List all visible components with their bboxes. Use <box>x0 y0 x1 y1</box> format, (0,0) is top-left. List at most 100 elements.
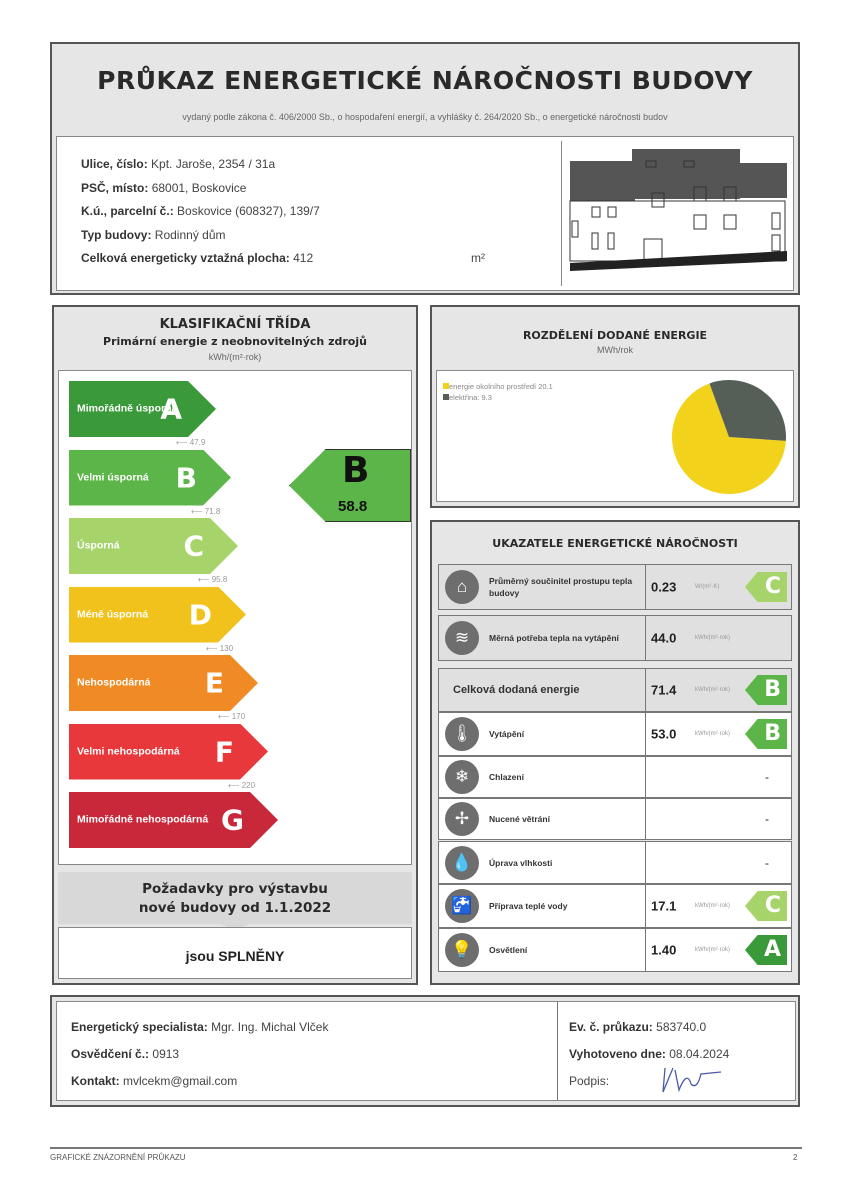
faucet-icon: 🚰 <box>445 889 479 923</box>
humidity-icon: 💧 <box>445 845 479 880</box>
page-footer-text: GRAFICKÉ ZNÁZORNĚNÍ PRŮKAZU <box>50 1153 186 1162</box>
classification-title: KLASIFIKAČNÍ TŘÍDA <box>159 317 311 332</box>
class-label: Úsporná <box>77 539 120 552</box>
indicator-label: Vytápění <box>489 729 525 739</box>
class-threshold: ⟵ 220 <box>228 780 256 790</box>
cooling-icon: ❄ <box>445 760 479 794</box>
indicator-label: Průměrný součinitel prostupu tepla budov… <box>489 576 633 598</box>
indicator-unit: kWh/(m²·rok) <box>695 731 730 737</box>
class-badge: B <box>745 719 787 749</box>
class-label: Mimořádně úsporná <box>77 402 178 415</box>
legal-subtitle: vydaný podle zákona č. 406/2000 Sb., o h… <box>182 112 668 122</box>
indicator-value: 17.1 <box>651 898 677 914</box>
class-arrow-c: Úsporná C <box>69 518 238 574</box>
class-arrow-e: Nehospodárná E <box>69 655 258 711</box>
indicator-unit: W/(m²·K) <box>695 584 720 590</box>
specialist-section: Energetický specialista: Mgr. Ing. Micha… <box>50 995 800 1107</box>
fan-icon: ✢ <box>445 802 479 836</box>
indicator-label: Měrná potřeba tepla na vytápění <box>489 633 619 643</box>
class-badge: C <box>745 891 787 921</box>
class-threshold: ⟵ 95.8 <box>198 575 228 584</box>
indicator-label: Příprava teplé vody <box>489 901 568 911</box>
class-letter: F <box>214 735 234 768</box>
indicator-row: ≋ Měrná potřeba tepla na vytápění 44.0 kWh/… <box>438 615 792 661</box>
indicator-value: 53.0 <box>651 726 677 742</box>
class-letter: G <box>221 803 244 837</box>
indicator-row: ❄ Chlazení - <box>438 756 792 798</box>
indicator-value: - <box>765 770 769 784</box>
class-label: Velmi nehospodárná <box>77 745 180 757</box>
heat-demand-icon: ≋ <box>445 621 479 655</box>
distribution-unit: MWh/rok <box>597 345 633 355</box>
class-arrow-d: Méně úsporná D <box>69 587 246 643</box>
requirement-result: jsou SPLNĚNY <box>58 927 412 979</box>
class-threshold: ⟵ 47.9 <box>176 438 206 447</box>
page-title: PRŮKAZ ENERGETICKÉ NÁROČNOSTI BUDOVY <box>97 66 753 95</box>
indicators-title: UKAZATELE ENERGETICKÉ NÁROČNOSTI <box>492 537 738 550</box>
heating-icon: 🌡 <box>445 717 479 751</box>
class-arrow-f: Velmi nehospodárná F <box>69 724 268 780</box>
class-label: Velmi úsporná <box>77 471 149 483</box>
indicator-row: 💧 Úprava vlhkosti - <box>438 841 792 884</box>
class-arrow-a: Mimořádně úsporná A <box>69 381 216 437</box>
classification-unit: kWh/(m²·rok) <box>208 352 262 362</box>
signature <box>662 1067 722 1093</box>
class-threshold: ⟵ 170 <box>218 712 246 721</box>
indicator-row: 🚰 Příprava teplé vody 17.1 kWh/(m²·rok) C <box>438 884 792 928</box>
indicator-unit: kWh/(m²·rok) <box>695 903 730 909</box>
distribution-chart: energie okolního prostředí 20.1 elektřina… <box>436 370 794 502</box>
indicator-row: Celková dodaná energie 71.4 kWh/(m²·rok) B <box>438 668 792 712</box>
page-number: 2 <box>793 1153 798 1162</box>
pie-slice <box>709 380 786 441</box>
pie-slice <box>672 383 786 494</box>
specialist-field: Energetický specialista: Mgr. Ing. Micha… <box>71 1020 329 1034</box>
indicator-row: 🌡 Vytápění 53.0 kWh/(m²·rok) B <box>438 712 792 756</box>
result-class: B <box>342 450 370 491</box>
indicator-unit: kWh/(m²·rok) <box>695 635 730 641</box>
classification-subtitle: Primární energie z neobnovitelných zdroj… <box>103 335 367 348</box>
legend-swatch <box>443 383 449 389</box>
class-label: Méně úsporná <box>77 608 149 620</box>
contact-field: Kontakt: mvlcekm@gmail.com <box>71 1074 238 1088</box>
legend-swatch <box>443 394 449 400</box>
indicator-row: ⌂ Průměrný součinitel prostupu tepla budo… <box>438 564 792 610</box>
parcel-field: K.ú., parcelní č.: Boskovice (608327), 1… <box>81 204 320 218</box>
building-photo <box>561 141 791 286</box>
indicator-value: 71.4 <box>651 682 677 698</box>
signature-label: Podpis: <box>569 1074 610 1088</box>
result-value: 58.8 <box>338 498 368 515</box>
indicator-label: Nucené větrání <box>489 814 550 824</box>
result-indicator: B 58.8 <box>289 449 411 522</box>
class-threshold: ⟵ 71.8 <box>191 506 221 516</box>
class-letter: C <box>183 529 204 563</box>
requirement-box: Požadavky pro výstavbu nové budovy od 1.… <box>58 872 412 930</box>
distribution-title: ROZDĚLENÍ DODANÉ ENERGIE <box>522 329 708 342</box>
building-type-field: Typ budovy: Rodinný dům <box>81 227 226 242</box>
footer-divider <box>50 1147 802 1149</box>
class-letter: A <box>160 392 182 426</box>
indicator-label: Úprava vlhkosti <box>489 857 553 868</box>
energy-scale: Mimořádně úsporná A ⟵ 47.9 Velmi úsporná B ⟵ … <box>58 370 412 865</box>
house-icon: ⌂ <box>445 570 479 604</box>
lightbulb-icon: 💡 <box>445 933 479 967</box>
class-badge: B <box>745 675 787 705</box>
class-arrow-b: Velmi úsporná B <box>69 450 231 506</box>
distribution-panel: ROZDĚLENÍ DODANÉ ENERGIE MWh/rok energie… <box>430 305 800 508</box>
city-field: PSČ, místo: 68001, Boskovice <box>81 180 247 195</box>
certificate-field: Osvědčení č.: 0913 <box>71 1047 180 1061</box>
indicator-label: Chlazení <box>489 772 524 782</box>
indicator-label: Celková dodaná energie <box>453 684 580 696</box>
class-letter: B <box>175 461 197 494</box>
street-field: Ulice, číslo: Kpt. Jaroše, 2354 / 31a <box>81 157 276 171</box>
indicator-unit: kWh/(m²·rok) <box>695 947 730 953</box>
indicator-value: - <box>765 812 769 826</box>
indicator-row: ✢ Nucené větrání - <box>438 798 792 840</box>
issue-date: Vyhotoveno dne: 08.04.2024 <box>569 1047 730 1061</box>
classification-panel: KLASIFIKAČNÍ TŘÍDA Primární energie z ne… <box>52 305 418 985</box>
building-info: Ulice, číslo: Kpt. Jaroše, 2354 / 31a PS… <box>56 136 794 291</box>
indicator-value: 44.0 <box>651 630 677 646</box>
class-badge: C <box>745 572 787 602</box>
requirement-line-2: nové budovy od 1.1.2022 <box>138 900 332 916</box>
class-threshold: ⟵ 130 <box>206 643 234 653</box>
class-letter: D <box>188 598 212 631</box>
